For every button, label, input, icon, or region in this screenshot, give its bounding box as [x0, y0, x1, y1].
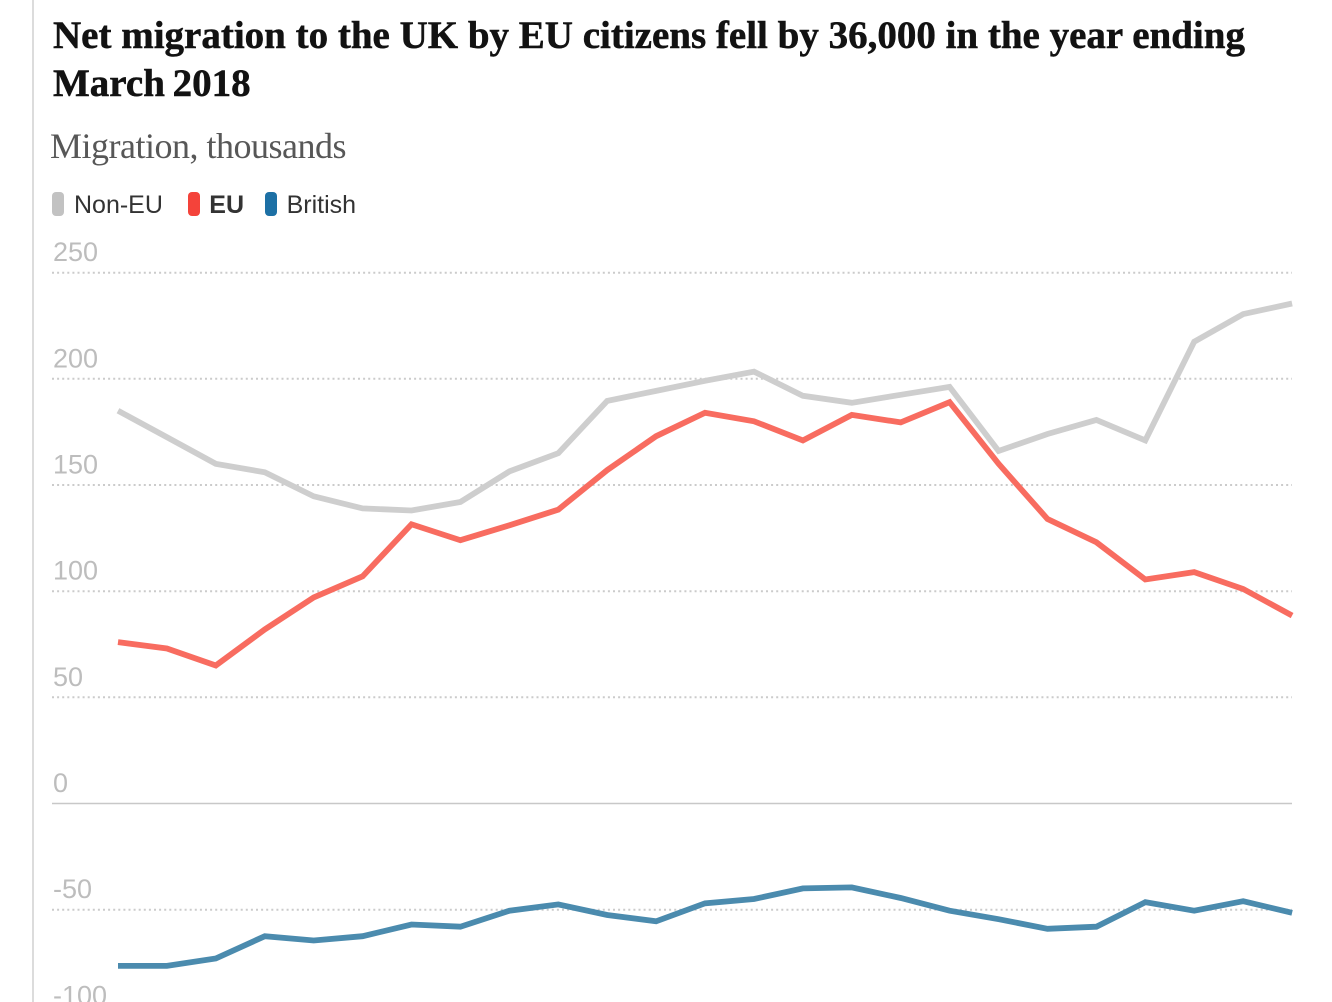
svg-text:50: 50 — [53, 662, 83, 692]
svg-text:0: 0 — [53, 768, 68, 798]
svg-text:-50: -50 — [53, 874, 92, 904]
svg-text:200: 200 — [53, 343, 98, 373]
svg-text:-100: -100 — [53, 980, 107, 1002]
svg-text:150: 150 — [53, 450, 98, 480]
svg-text:100: 100 — [53, 556, 98, 586]
svg-text:250: 250 — [53, 237, 98, 267]
